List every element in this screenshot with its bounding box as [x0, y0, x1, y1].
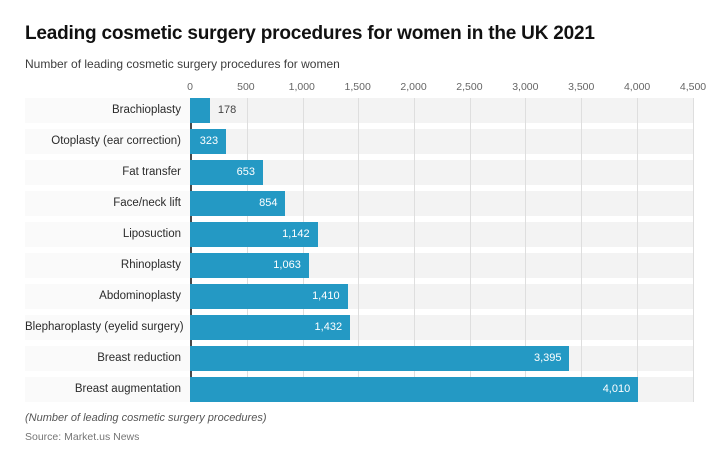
bar-track: 3,395 — [190, 346, 693, 371]
category-label: Rhinoplasty — [25, 253, 190, 278]
bar: 1,432 — [190, 315, 351, 340]
bar: 653 — [190, 160, 263, 185]
category-label: Breast reduction — [25, 346, 190, 371]
bar: 1,142 — [190, 222, 318, 247]
bar-track: 1,142 — [190, 222, 693, 247]
bar-row: Face/neck lift 854 — [25, 191, 693, 216]
bar: 4,010 — [190, 377, 639, 402]
bar: 1,410 — [190, 284, 348, 309]
x-tick-label: 1,500 — [344, 81, 371, 93]
x-tick-label: 4,000 — [623, 81, 651, 93]
value-label: 1,432 — [314, 321, 343, 333]
footnote: (Number of leading cosmetic surgery proc… — [25, 412, 267, 424]
bar-track: 653 — [190, 160, 693, 185]
x-tick-label: 3,000 — [512, 81, 539, 93]
x-tick-label: 1,000 — [288, 81, 315, 93]
value-label: 178 — [217, 104, 237, 116]
bar: 3,395 — [190, 346, 570, 371]
bar: 1,063 — [190, 253, 309, 278]
plot-area: Brachioplasty 178 Otoplasty (ear correctio… — [25, 98, 694, 402]
bar-row: Blepharoplasty (eyelid surgery) 1,432 — [25, 315, 693, 340]
value-label: 1,410 — [312, 290, 340, 302]
x-tick-label: 0 — [187, 81, 193, 93]
bar-track: 1,432 — [190, 315, 693, 340]
bar-track: 4,010 — [190, 377, 693, 402]
bar: 323 — [190, 129, 227, 154]
bar-row: Brachioplasty 178 — [25, 98, 693, 123]
bar-track: 323 — [190, 129, 693, 154]
category-label: Abdominoplasty — [25, 284, 190, 309]
bar-rows: Brachioplasty 178 Otoplasty (ear correctio… — [25, 98, 693, 402]
category-label: Breast augmentation — [25, 377, 190, 402]
bar-row: Liposuction 1,142 — [25, 222, 693, 247]
bar-row: Otoplasty (ear correction) 323 — [25, 129, 693, 154]
bar-row: Breast reduction 3,395 — [25, 346, 693, 371]
x-axis: 0 500 1,000 1,500 2,000 2,500 3,000 3,500 4,000 4… — [187, 81, 706, 94]
category-label: Face/neck lift — [25, 191, 190, 216]
category-label: Otoplasty (ear correction) — [25, 129, 190, 154]
value-label: 4,010 — [602, 383, 631, 395]
category-label: Brachioplasty — [25, 98, 190, 123]
value-label: 1,142 — [282, 228, 310, 240]
x-tick-label: 2,500 — [456, 81, 483, 93]
value-label: 323 — [199, 135, 219, 147]
bar-track: 178 — [190, 98, 693, 123]
bar-track: 1,410 — [190, 284, 693, 309]
bar-row: Breast augmentation 4,010 — [25, 377, 693, 402]
value-label: 1,063 — [273, 259, 301, 271]
chart-subtitle: Number of leading cosmetic surgery proce… — [25, 57, 340, 71]
category-label: Fat transfer — [25, 160, 190, 185]
x-tick-label: 500 — [237, 81, 255, 93]
bar-track: 1,063 — [190, 253, 693, 278]
bar-row: Rhinoplasty 1,063 — [25, 253, 693, 278]
bar — [190, 98, 210, 123]
x-tick-label: 4,500 — [679, 81, 707, 93]
value-label: 854 — [259, 197, 278, 209]
bar-row: Abdominoplasty 1,410 — [25, 284, 693, 309]
bar-track: 854 — [190, 191, 693, 216]
chart-title: Leading cosmetic surgery procedures for … — [25, 23, 595, 44]
category-label: Liposuction — [25, 222, 190, 247]
value-label: 653 — [236, 166, 255, 178]
x-tick-label: 2,000 — [400, 81, 427, 93]
bar: 854 — [190, 191, 286, 216]
category-label: Blepharoplasty (eyelid surgery) — [25, 315, 190, 340]
x-tick-label: 3,500 — [568, 81, 595, 93]
value-label: 3,395 — [533, 352, 562, 364]
source-credit: Source: Market.us News — [25, 431, 140, 443]
bar-row: Fat transfer 653 — [25, 160, 693, 185]
